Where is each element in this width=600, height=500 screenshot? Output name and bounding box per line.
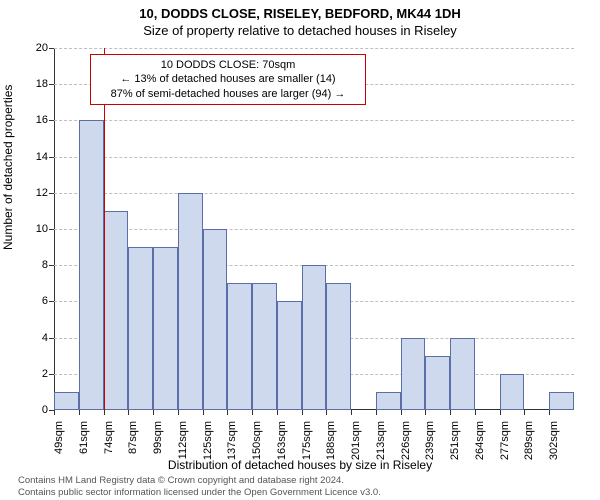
x-tick-label: 49sqm [51,421,65,454]
y-tick-mark [49,265,54,266]
x-tick-mark [54,410,55,415]
x-tick-label: 226sqm [398,421,412,460]
x-tick-label: 264sqm [472,421,486,460]
gridline [54,193,574,195]
x-tick-label: 112sqm [175,421,189,459]
histogram-bar [203,229,228,410]
x-tick-label: 188sqm [323,421,337,460]
x-tick-mark [475,410,476,415]
histogram-bar [302,265,327,410]
histogram-bar [227,283,252,410]
x-tick-mark [104,410,105,415]
x-tick-label: 87sqm [125,421,139,454]
chart-title: 10, DODDS CLOSE, RISELEY, BEDFORD, MK44 … [0,0,600,21]
histogram-bar [401,338,426,410]
y-tick-mark [49,48,54,49]
y-axis-label: Number of detached properties [1,85,15,250]
info-box: 10 DODDS CLOSE: 70sqm ← 13% of detached … [90,54,366,105]
x-tick-label: 150sqm [249,421,263,460]
x-tick-mark [277,410,278,415]
x-tick-label: 61sqm [76,421,90,454]
histogram-bar [549,392,574,410]
x-tick-mark [326,410,327,415]
histogram-bar [326,283,351,410]
x-tick-label: 175sqm [299,421,313,460]
info-box-line3: 87% of semi-detached houses are larger (… [97,87,359,101]
x-tick-label: 277sqm [497,421,511,460]
chart-plot-area: 0246810121416182049sqm61sqm74sqm87sqm99s… [54,48,574,410]
gridline [54,120,574,122]
x-tick-mark [203,410,204,415]
attribution-text: Contains HM Land Registry data © Crown c… [18,475,381,498]
x-tick-label: 239sqm [422,421,436,460]
gridline [54,157,574,159]
x-axis-label: Distribution of detached houses by size … [0,458,600,472]
x-tick-label: 163sqm [274,421,288,460]
x-tick-mark [549,410,550,415]
histogram-bar [54,392,79,410]
histogram-bar [178,193,203,410]
histogram-bar [425,356,450,410]
x-tick-mark [376,410,377,415]
x-tick-mark [178,410,179,415]
y-tick-mark [49,229,54,230]
histogram-bar [252,283,277,410]
y-tick-mark [49,157,54,158]
histogram-bar [500,374,525,410]
histogram-bar [153,247,178,410]
x-tick-mark [153,410,154,415]
y-tick-mark [49,374,54,375]
x-tick-label: 137sqm [224,421,238,460]
x-tick-mark [351,410,352,415]
x-tick-label: 251sqm [447,421,461,460]
y-tick-mark [49,120,54,121]
attribution-line2: Contains public sector information licen… [18,487,381,498]
x-tick-mark [128,410,129,415]
x-tick-label: 213sqm [373,421,387,460]
x-tick-label: 302sqm [546,421,560,460]
x-tick-mark [252,410,253,415]
x-tick-label: 289sqm [521,421,535,460]
x-tick-label: 201sqm [348,421,362,460]
y-tick-mark [49,338,54,339]
x-tick-mark [79,410,80,415]
info-box-line2: ← 13% of detached houses are smaller (14… [97,72,359,86]
histogram-bar [277,301,302,410]
histogram-bar [104,211,129,410]
x-tick-label: 99sqm [150,421,164,454]
y-tick-mark [49,301,54,302]
gridline [54,229,574,231]
x-tick-mark [500,410,501,415]
y-tick-mark [49,193,54,194]
chart-container: 10, DODDS CLOSE, RISELEY, BEDFORD, MK44 … [0,0,600,500]
histogram-bar [128,247,153,410]
x-tick-mark [227,410,228,415]
histogram-bar [79,120,104,410]
info-box-line1: 10 DODDS CLOSE: 70sqm [97,58,359,72]
x-tick-label: 125sqm [200,421,214,460]
x-tick-label: 74sqm [101,421,115,454]
chart-subtitle: Size of property relative to detached ho… [0,21,600,38]
x-tick-mark [401,410,402,415]
histogram-bar [450,338,475,410]
y-tick-mark [49,84,54,85]
x-tick-mark [302,410,303,415]
histogram-bar [376,392,401,410]
x-tick-mark [425,410,426,415]
x-tick-mark [524,410,525,415]
attribution-line1: Contains HM Land Registry data © Crown c… [18,475,381,486]
gridline [54,48,574,50]
x-tick-mark [450,410,451,415]
